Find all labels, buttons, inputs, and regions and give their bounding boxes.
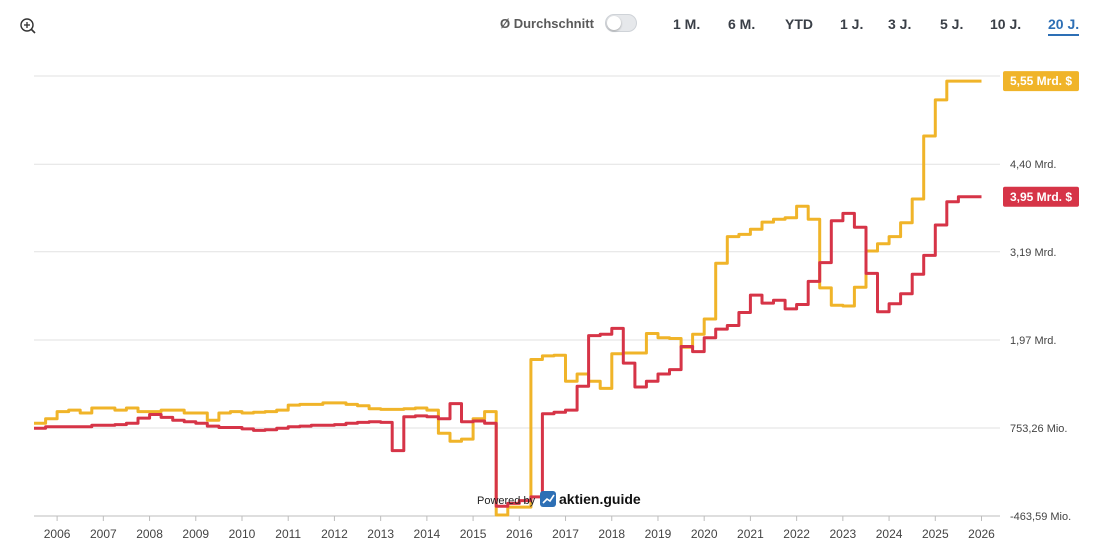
x-tick-label: 2008 bbox=[136, 527, 163, 541]
range-20y-button[interactable]: 20 J. bbox=[1048, 16, 1080, 36]
x-tick-label: 2012 bbox=[321, 527, 348, 541]
value-tag-background bbox=[1003, 71, 1079, 92]
range-5y-button[interactable]: 5 J. bbox=[940, 16, 964, 32]
value-tag-label: 3,95 Mrd. $ bbox=[1010, 190, 1072, 204]
x-tick-label: 2017 bbox=[552, 527, 579, 541]
x-tick-label: 2022 bbox=[783, 527, 810, 541]
brand-name: aktien.guide bbox=[559, 491, 641, 507]
x-tick-label: 2014 bbox=[414, 527, 441, 541]
series-lines bbox=[34, 79, 982, 517]
range-10y-button[interactable]: 10 J. bbox=[990, 16, 1022, 32]
range-ytd-button[interactable]: YTD bbox=[785, 16, 813, 32]
average-toggle-knob bbox=[607, 16, 621, 30]
value-tag-1: 3,95 Mrd. $ bbox=[1003, 186, 1079, 207]
x-tick-label: 2021 bbox=[737, 527, 764, 541]
y-tick-label: 3,19 Mrd. bbox=[1010, 247, 1056, 259]
x-tick-label: 2020 bbox=[691, 527, 718, 541]
range-1y-button[interactable]: 1 J. bbox=[840, 16, 864, 32]
x-tick-label: 2013 bbox=[367, 527, 394, 541]
powered-by-text: Powered by bbox=[477, 495, 536, 507]
x-tick-label: 2025 bbox=[922, 527, 949, 541]
x-tick-label: 2018 bbox=[598, 527, 625, 541]
x-tick-label: 2016 bbox=[506, 527, 533, 541]
y-tick-label: 753,26 Mio. bbox=[1010, 423, 1067, 435]
x-tick-label: 2026 bbox=[968, 527, 995, 541]
x-tick-label: 2007 bbox=[90, 527, 117, 541]
aktien-guide-logo-icon bbox=[540, 491, 556, 507]
x-axis: 2006 2007 2008 2009 2010 2011 2012 2013 2014 2015… bbox=[34, 515, 1000, 541]
x-tick-label: 2009 bbox=[182, 527, 209, 541]
zoom-in-icon bbox=[20, 18, 36, 34]
series-line-0 bbox=[34, 79, 982, 517]
range-3y-button[interactable]: 3 J. bbox=[888, 16, 912, 32]
value-tag-0: 5,55 Mrd. $ bbox=[1003, 71, 1079, 92]
x-tick-label: 2006 bbox=[44, 527, 71, 541]
toolbar: Ø Durchschnitt 1 M. 6 M. YTD 1 J. 3 J. 5… bbox=[0, 0, 1110, 50]
average-toggle[interactable] bbox=[605, 14, 637, 32]
range-1m-button[interactable]: 1 M. bbox=[673, 16, 701, 32]
x-tick-label: 2023 bbox=[830, 527, 857, 541]
series-line-1 bbox=[34, 195, 982, 508]
value-tags: 5,55 Mrd. $ 3,95 Mrd. $ bbox=[1003, 71, 1079, 207]
y-tick-label: 4,40 Mrd. bbox=[1010, 159, 1056, 171]
powered-by-watermark: Powered by aktien.guide bbox=[477, 491, 641, 507]
range-6m-button[interactable]: 6 M. bbox=[728, 16, 756, 32]
x-tick-label: 2024 bbox=[876, 527, 903, 541]
value-tag-label: 5,55 Mrd. $ bbox=[1010, 74, 1072, 88]
y-tick-label: 1,97 Mrd. bbox=[1010, 335, 1056, 347]
y-tick-label: -463,59 Mio. bbox=[1010, 511, 1071, 523]
zoom-in-button[interactable] bbox=[18, 16, 38, 36]
x-tick-label: 2010 bbox=[229, 527, 256, 541]
x-tick-label: 2011 bbox=[275, 527, 301, 541]
x-tick-label: 2019 bbox=[645, 527, 672, 541]
x-tick-label: 2015 bbox=[460, 527, 487, 541]
value-tag-background bbox=[1003, 186, 1079, 207]
average-label: Ø Durchschnitt bbox=[500, 16, 594, 31]
y-axis-labels: -463,59 Mio. 753,26 Mio. 1,97 Mrd. 3,19 Mrd… bbox=[1010, 71, 1071, 523]
